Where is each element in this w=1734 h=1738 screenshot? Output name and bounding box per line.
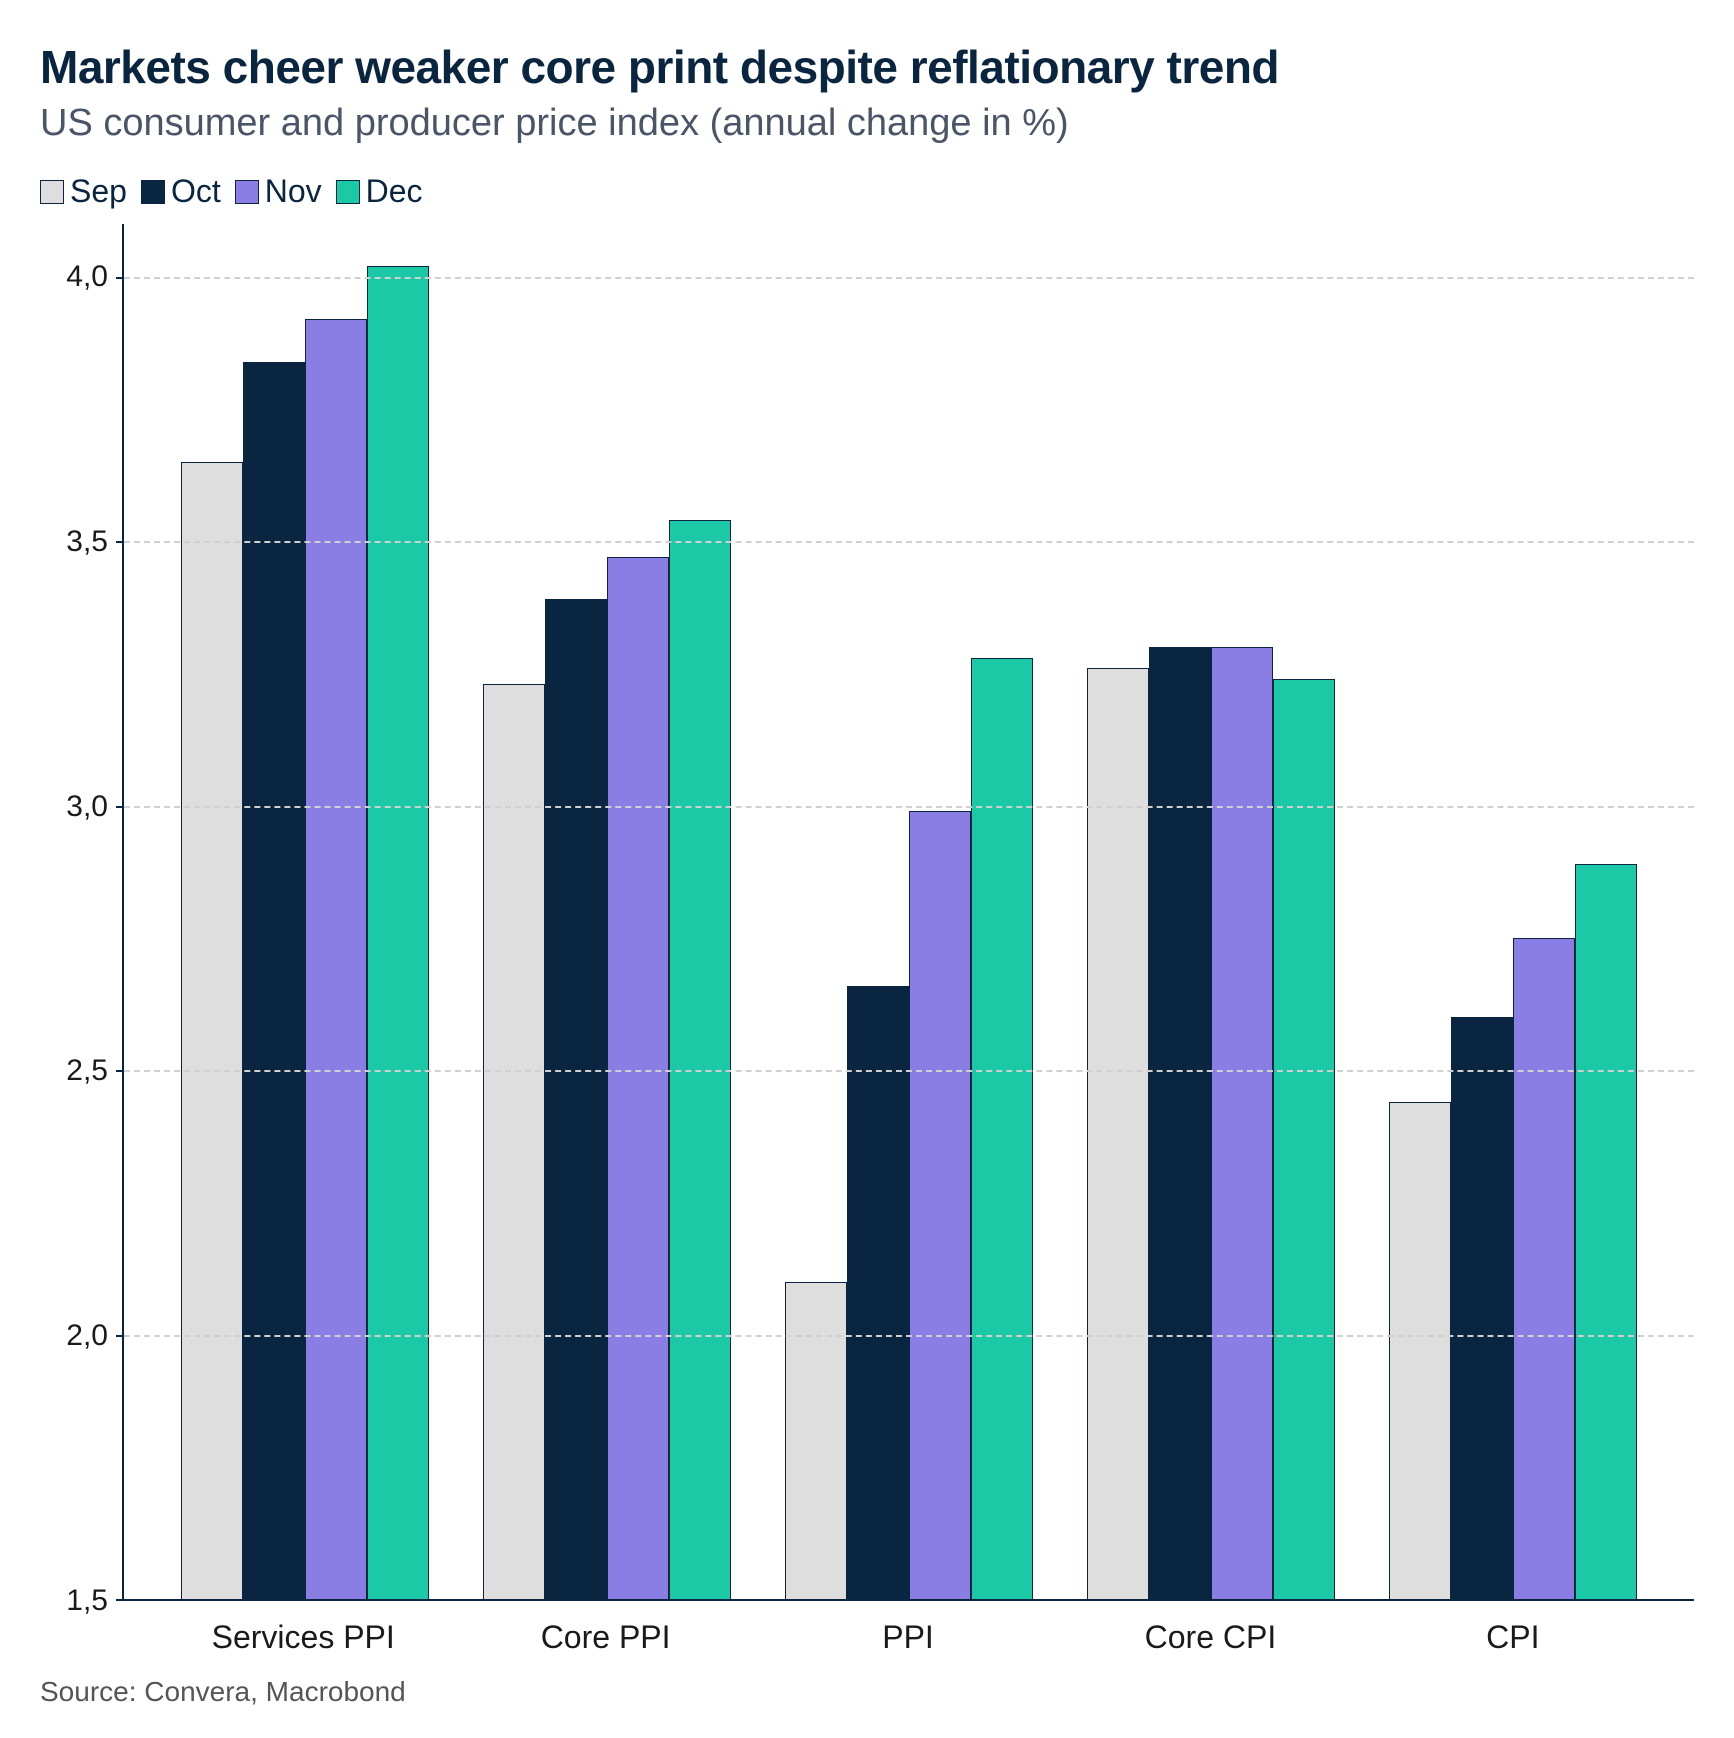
bar-group (1087, 224, 1335, 1599)
x-axis-label: Core CPI (1059, 1619, 1361, 1656)
chart-container: 1,52,02,53,03,54,0 (40, 224, 1694, 1601)
y-tick-mark (116, 1599, 124, 1601)
plot-area (122, 224, 1694, 1601)
legend-label: Nov (265, 173, 322, 210)
legend-item: Dec (336, 173, 423, 210)
bar (607, 557, 669, 1599)
bar (669, 520, 731, 1599)
bar (367, 266, 429, 1599)
y-tick-label: 4,0 (66, 260, 108, 294)
bar-group (483, 224, 731, 1599)
y-tick-mark (116, 277, 124, 279)
bar (483, 684, 545, 1599)
y-axis: 1,52,02,53,03,54,0 (40, 224, 122, 1601)
bar (971, 658, 1033, 1599)
gridline (124, 1070, 1694, 1072)
y-tick-label: 2,0 (66, 1319, 108, 1353)
bar (1087, 668, 1149, 1599)
bar (1451, 1017, 1513, 1599)
bars-area (124, 224, 1694, 1599)
bar (1211, 647, 1273, 1599)
y-tick-label: 3,5 (66, 525, 108, 559)
bar-group (1389, 224, 1637, 1599)
bar (785, 1282, 847, 1599)
x-axis-labels: Services PPICore PPIPPICore CPICPI (122, 1601, 1694, 1656)
bar (1149, 647, 1211, 1599)
y-tick-mark (116, 1070, 124, 1072)
legend-label: Sep (70, 173, 127, 210)
bar (243, 362, 305, 1600)
y-tick-mark (116, 806, 124, 808)
bar (305, 319, 367, 1599)
chart-title: Markets cheer weaker core print despite … (40, 40, 1694, 94)
gridline (124, 541, 1694, 543)
x-axis-label: CPI (1362, 1619, 1664, 1656)
bar-group (181, 224, 429, 1599)
bar-group (785, 224, 1033, 1599)
legend-swatch (235, 180, 259, 204)
bar (1273, 679, 1335, 1599)
legend-swatch (141, 180, 165, 204)
source-text: Source: Convera, Macrobond (40, 1676, 1694, 1708)
bar (1513, 938, 1575, 1599)
legend: Sep Oct Nov Dec (40, 173, 1694, 210)
x-axis-label: PPI (757, 1619, 1059, 1656)
legend-swatch (40, 180, 64, 204)
legend-item: Nov (235, 173, 322, 210)
bar (1389, 1102, 1451, 1599)
legend-swatch (336, 180, 360, 204)
x-axis-label: Core PPI (454, 1619, 756, 1656)
legend-item: Sep (40, 173, 127, 210)
bar (847, 986, 909, 1599)
y-tick-label: 1,5 (66, 1584, 108, 1618)
y-tick-mark (116, 541, 124, 543)
bar (181, 462, 243, 1599)
x-axis-label: Services PPI (152, 1619, 454, 1656)
y-tick-label: 2,5 (66, 1054, 108, 1088)
bar (1575, 864, 1637, 1599)
gridline (124, 277, 1694, 279)
legend-item: Oct (141, 173, 221, 210)
bar (545, 599, 607, 1599)
chart-subtitle: US consumer and producer price index (an… (40, 102, 1694, 145)
gridline (124, 806, 1694, 808)
y-tick-mark (116, 1335, 124, 1337)
bar (909, 811, 971, 1599)
legend-label: Oct (171, 173, 221, 210)
legend-label: Dec (366, 173, 423, 210)
y-tick-label: 3,0 (66, 790, 108, 824)
gridline (124, 1335, 1694, 1337)
